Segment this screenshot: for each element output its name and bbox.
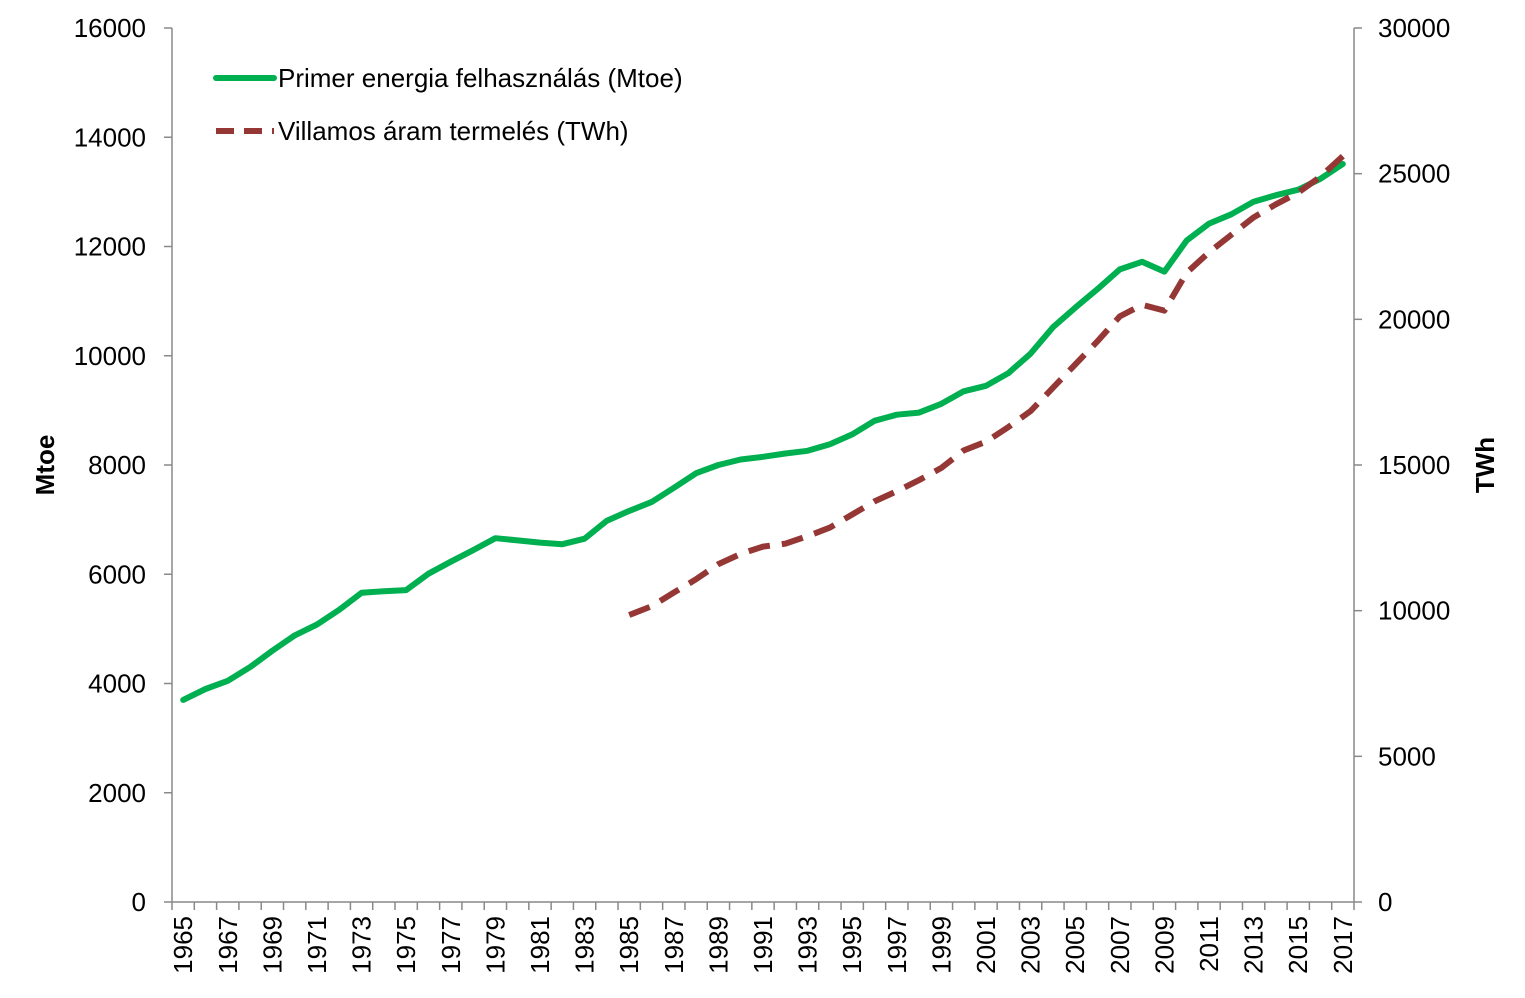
legend-label: Villamos áram termelés (TWh) <box>278 116 629 146</box>
left-tick-label: 2000 <box>88 778 146 808</box>
x-tick-label: 2003 <box>1016 916 1046 974</box>
left-tick-label: 8000 <box>88 450 146 480</box>
x-tick-label: 1979 <box>480 916 510 974</box>
x-tick-label: 2001 <box>971 916 1001 974</box>
left-y-axis: 0 2000 4000 6000 8000 10000 12000 14000 16000 <box>74 13 173 917</box>
x-tick-label: 2015 <box>1283 916 1313 974</box>
x-tick-label: 2005 <box>1060 916 1090 974</box>
x-tick-label: 1987 <box>659 916 689 974</box>
x-tick-label: 1981 <box>525 916 555 974</box>
right-axis-title: TWh <box>1470 437 1500 493</box>
right-tick-label: 30000 <box>1378 13 1450 43</box>
x-tick-label: 1977 <box>436 916 466 974</box>
x-tick-label: 1993 <box>793 916 823 974</box>
left-tick-label: 4000 <box>88 669 146 699</box>
x-tick-label: 2011 <box>1194 916 1224 972</box>
x-tick-label: 2017 <box>1328 916 1358 974</box>
x-tick-label: 1965 <box>168 916 198 974</box>
left-tick-label: 14000 <box>74 122 146 152</box>
left-axis-title: Mtoe <box>30 435 60 496</box>
x-tick-label: 1997 <box>882 916 912 974</box>
right-tick-label: 20000 <box>1378 304 1450 334</box>
x-tick-label: 2009 <box>1149 916 1179 974</box>
x-tick-label: 1991 <box>748 916 778 974</box>
x-tick-label: 1975 <box>391 916 421 974</box>
x-tick-label: 1985 <box>614 916 644 974</box>
left-tick-label: 12000 <box>74 232 146 262</box>
x-tick-label: 1999 <box>926 916 956 974</box>
right-tick-label: 10000 <box>1378 596 1450 626</box>
x-axis: 1965 1967 1969 1971 1973 1975 1977 1979 1981 1983… <box>168 901 1358 974</box>
left-tick-label: 0 <box>132 887 146 917</box>
x-tick-label: 1967 <box>213 916 243 974</box>
right-tick-label: 5000 <box>1378 741 1436 771</box>
x-tick-label: 1983 <box>570 916 600 974</box>
x-tick-label: 1995 <box>837 916 867 974</box>
right-y-axis: 0 5000 10000 15000 20000 25000 30000 <box>1353 13 1450 917</box>
x-tick-label: 2007 <box>1105 916 1135 974</box>
right-tick-label: 0 <box>1378 887 1392 917</box>
right-tick-label: 25000 <box>1378 159 1450 189</box>
x-tick-label: 1989 <box>703 916 733 974</box>
x-tick-label: 1973 <box>347 916 377 974</box>
series-group <box>180 153 1346 703</box>
legend: Primer energia felhasználás (Mtoe) Villam… <box>213 63 683 146</box>
x-tick-label: 1969 <box>257 916 287 974</box>
left-tick-label: 10000 <box>74 341 146 371</box>
legend-label: Primer energia felhasználás (Mtoe) <box>278 63 683 93</box>
right-tick-label: 15000 <box>1378 450 1450 480</box>
x-tick-label: 2013 <box>1239 916 1269 974</box>
left-tick-label: 16000 <box>74 13 146 43</box>
left-tick-label: 6000 <box>88 559 146 589</box>
series-line-electricity <box>628 153 1345 618</box>
x-tick-label: 1971 <box>302 916 332 974</box>
series-line-energy <box>180 161 1346 703</box>
